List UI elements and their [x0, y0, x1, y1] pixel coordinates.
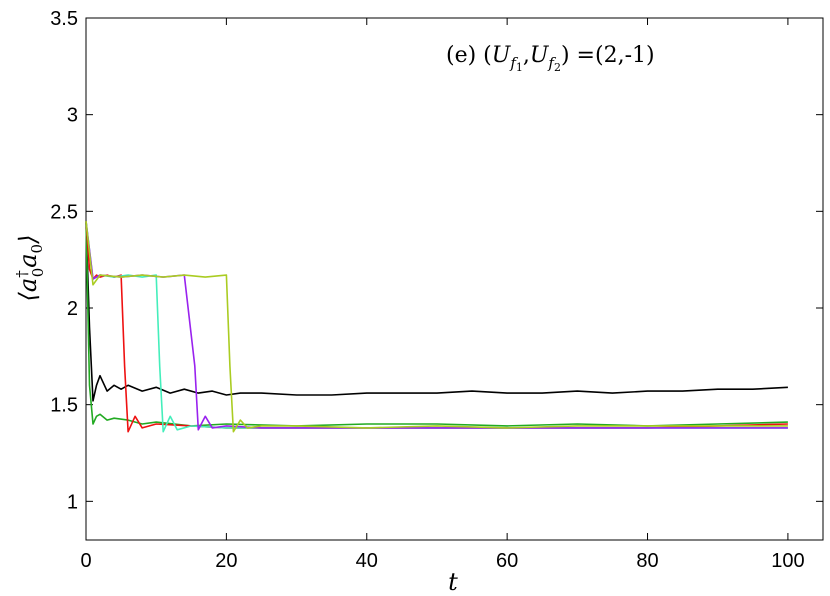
y-tick-label: 2.5 [50, 201, 78, 223]
x-tick-label: 20 [215, 550, 237, 572]
series-line-1 [85, 220, 788, 402]
plot-frame [85, 17, 824, 541]
y-tick-label: 1 [67, 491, 78, 513]
series-line-6 [85, 220, 788, 433]
y-tick-label: 3.5 [50, 8, 78, 30]
x-tick-label: 80 [636, 550, 658, 572]
axis-ticks: 0 20 40 60 80 100 1 1.5 2 2.5 3 3.5 [50, 8, 823, 572]
series-layer [85, 220, 788, 433]
x-tick-label: 100 [771, 550, 804, 572]
y-tick-label: 3 [67, 105, 78, 127]
y-tick-label: 1.5 [50, 395, 78, 417]
panel-annotation: (e) (Uf1,Uf2) =(2,-1) [446, 43, 655, 74]
x-tick-label: 0 [80, 550, 91, 572]
y-tick-label: 2 [67, 298, 78, 320]
x-axis-label: t [448, 568, 458, 596]
x-tick-label: 60 [496, 550, 518, 572]
y-axis-label: ⟨a†0a0⟩ [13, 235, 47, 302]
x-tick-label: 40 [356, 550, 378, 572]
